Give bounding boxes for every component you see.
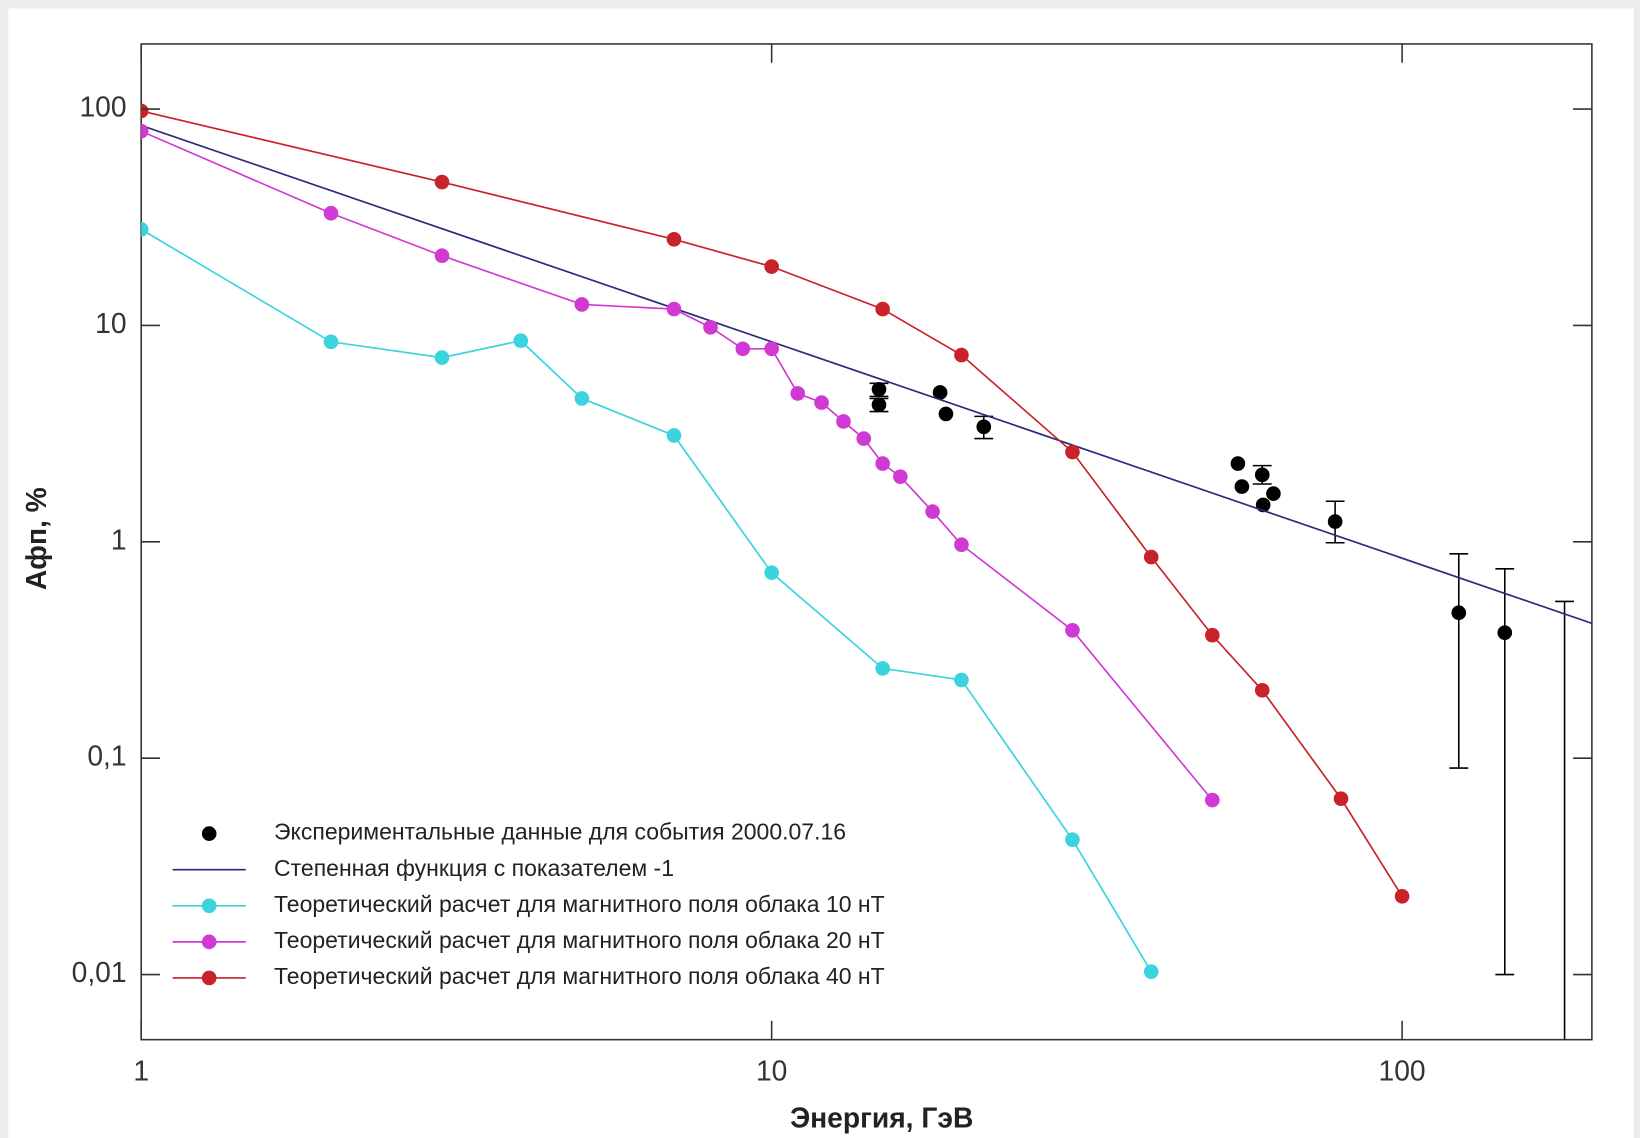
error-bar (1449, 553, 1469, 769)
y-tick-label: 10 (95, 307, 126, 339)
data-point (1204, 792, 1220, 808)
data-point (1266, 486, 1281, 501)
data-point (574, 391, 590, 406)
data-point (856, 431, 872, 446)
plot-area (141, 103, 1592, 1040)
data-point (735, 341, 751, 357)
background (8, 8, 1634, 1138)
data-point (954, 672, 969, 688)
data-point (954, 347, 969, 363)
data-point (323, 334, 339, 350)
data-point (141, 222, 149, 237)
x-axis-title: Энергия, ГэВ (790, 1102, 973, 1134)
y-tick-label: 0,1 (87, 740, 126, 772)
data-point (836, 414, 851, 429)
data-point (932, 385, 948, 400)
error-bar (1555, 600, 1574, 1040)
series-line (141, 124, 1592, 625)
legend-marker (201, 898, 217, 914)
data-point (954, 537, 969, 552)
data-point (1230, 456, 1246, 471)
data-point (574, 297, 590, 312)
data-point (871, 381, 887, 397)
legend-label: Теоретический расчет для магнитного поля… (274, 891, 885, 917)
data-point (925, 504, 940, 519)
data-point (703, 320, 718, 335)
data-point (1143, 549, 1159, 565)
data-point (434, 248, 450, 264)
data-point (875, 456, 890, 471)
data-point (1254, 467, 1270, 483)
data-point (1254, 682, 1270, 698)
y-axis-title: Aфп, % (20, 487, 52, 590)
data-point (434, 174, 450, 190)
series-line (141, 110, 1403, 897)
y-tick-label: 100 (79, 91, 126, 123)
data-point (938, 406, 954, 422)
x-tick-label: 10 (756, 1055, 787, 1087)
data-point (1234, 479, 1250, 494)
legend-marker (201, 970, 217, 986)
data-point (764, 259, 779, 274)
data-point (666, 232, 682, 247)
data-point (1394, 888, 1410, 904)
data-point (875, 661, 890, 676)
data-point (141, 103, 149, 119)
data-point (1497, 625, 1513, 641)
x-tick-label: 100 (1379, 1055, 1426, 1087)
data-point (814, 395, 829, 410)
data-point (666, 301, 682, 317)
y-tick-label: 0,01 (72, 956, 127, 988)
data-point (764, 341, 779, 357)
data-point (666, 428, 682, 443)
data-point (976, 419, 992, 435)
data-point (1143, 964, 1159, 980)
y-tick-label: 1 (111, 523, 127, 555)
data-point (1065, 444, 1080, 460)
data-point (1065, 832, 1080, 848)
data-point (871, 397, 887, 413)
data-point (1333, 791, 1349, 806)
legend-label: Экспериментальные данные для события 200… (274, 819, 846, 845)
data-point (790, 386, 806, 401)
legend-label: Степенная функция с показателем -1 (274, 855, 674, 881)
legend-label: Теоретический расчет для магнитного поля… (274, 963, 885, 989)
legend-marker (201, 934, 217, 950)
data-point (1451, 605, 1467, 621)
data-point (875, 301, 890, 317)
data-point (1204, 627, 1220, 643)
legend-marker (201, 826, 217, 841)
data-point (323, 205, 339, 221)
data-point (434, 350, 450, 365)
data-point (893, 469, 908, 484)
data-point (1327, 514, 1343, 529)
data-point (513, 333, 529, 349)
legend-label: Теоретический расчет для магнитного поля… (274, 927, 885, 953)
data-point (764, 565, 779, 580)
x-tick-label: 1 (133, 1055, 149, 1087)
data-point (1065, 622, 1080, 638)
data-point (141, 123, 149, 139)
